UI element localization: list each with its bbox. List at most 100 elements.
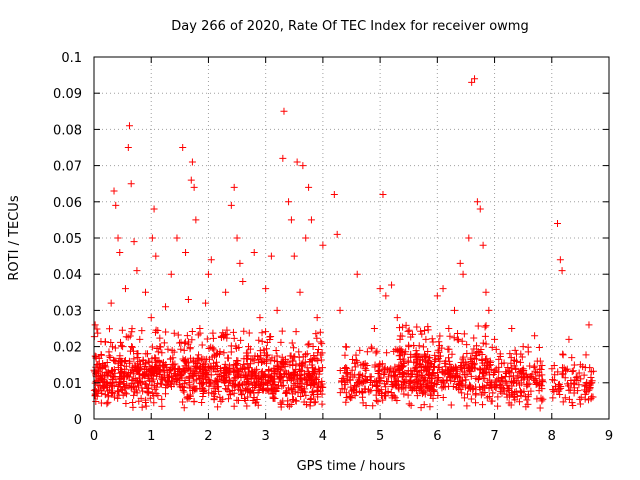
data-point [290,375,298,383]
data-point [377,386,385,394]
data-point [489,389,497,397]
data-point [342,398,350,406]
data-point [256,314,264,322]
data-point [391,373,399,381]
data-point [128,380,136,388]
data-point [336,367,344,375]
data-point [233,396,241,404]
data-point [421,390,429,398]
data-point [292,328,300,336]
data-point [465,234,473,242]
data-point [202,299,210,307]
data-point [128,343,136,351]
data-point [373,382,381,390]
data-point [272,347,280,355]
data-point [101,391,109,399]
x-tick-label: 2 [204,429,212,444]
data-point [184,340,192,348]
data-point [189,356,197,364]
data-point [446,360,454,368]
data-point [239,277,247,285]
data-point [213,383,221,391]
data-point [362,366,370,374]
data-point [262,345,270,353]
data-point [428,335,436,343]
data-point [214,403,222,411]
data-point [487,397,495,405]
data-point [233,360,241,368]
data-point [223,334,231,342]
data-point [456,379,464,387]
data-point [385,366,393,374]
data-point [264,351,272,359]
data-point [417,404,425,412]
data-point [482,322,490,330]
y-tick-label: 0.01 [53,377,82,392]
data-point [369,402,377,410]
data-point [512,374,520,382]
data-point [430,387,438,395]
data-point [491,335,499,343]
data-point [119,343,127,351]
data-point [296,288,304,296]
data-point [554,220,561,228]
data-point [223,386,231,394]
data-point [284,384,292,392]
data-point [557,384,565,392]
data-point [138,384,146,392]
data-point [271,356,279,364]
data-point [188,328,196,336]
data-point [551,382,559,390]
data-point [288,339,296,347]
data-point [105,325,113,333]
data-point [312,330,320,338]
data-point [314,393,322,401]
data-point [203,368,211,376]
data-point [581,390,589,398]
data-point [292,397,300,405]
data-point [262,328,270,336]
data-point [236,259,244,267]
data-point [91,321,99,329]
data-point [313,314,321,322]
x-tick-label: 1 [147,429,155,444]
data-point [368,345,376,353]
data-point [359,399,367,407]
data-point [342,343,350,351]
data-point [109,372,117,380]
data-point [305,183,313,191]
data-point [536,357,544,365]
data-point [533,379,541,387]
data-point [405,400,413,408]
data-point [530,363,538,371]
data-point [230,389,238,397]
data-point [217,372,225,380]
data-point [374,381,382,389]
data-point [220,376,228,384]
data-point [353,270,361,278]
data-point [554,368,562,376]
data-point [523,396,531,404]
data-point [451,306,458,314]
data-point [217,397,225,405]
data-point [383,349,391,357]
data-point [240,360,248,368]
data-point [319,241,327,249]
data-point [366,373,374,381]
data-point [141,398,149,406]
data-point [549,386,557,394]
data-point [376,377,384,385]
data-point [395,352,403,360]
data-point [413,323,421,331]
data-point [147,365,155,373]
data-point [242,384,250,392]
data-point [439,393,447,401]
data-point [404,391,412,399]
data-point [131,388,139,396]
data-point [476,386,484,394]
y-tick-label: 0.06 [53,196,82,211]
data-point [132,386,140,394]
data-point [310,391,318,399]
data-point [491,378,499,386]
